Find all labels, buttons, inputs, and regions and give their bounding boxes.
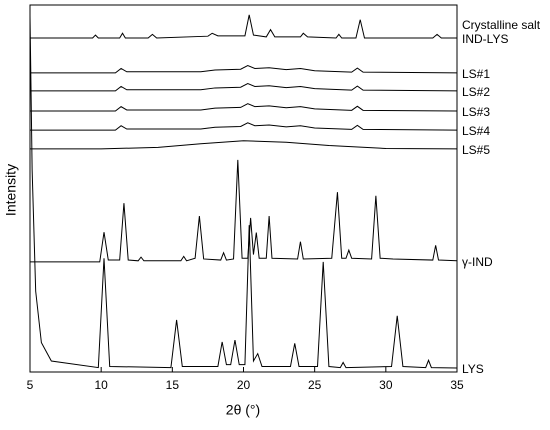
xrd-pattern (30, 122, 458, 131)
x-tick-label: 25 (308, 378, 322, 392)
x-tick-label: 20 (237, 378, 251, 392)
y-axis-label: Intensity (3, 164, 19, 216)
plot-frame (29, 4, 458, 373)
legend-entry: LYS (462, 361, 484, 376)
legend-entry: LS#2 (462, 84, 491, 99)
x-tick-label: 30 (379, 378, 393, 392)
legend-entry: Crystalline salt IND-LYS (462, 18, 541, 47)
xrd-pattern (30, 140, 458, 150)
x-tick-label: 15 (166, 378, 180, 392)
xrd-pattern (30, 14, 457, 39)
x-tick-label: 5 (27, 378, 34, 392)
legend-entry: γ-IND (462, 254, 493, 269)
xrd-pattern (30, 159, 458, 263)
x-axis-label: 2θ (°) (226, 402, 260, 418)
legend-entry: LS#1 (462, 66, 491, 81)
legend-entry: LS#3 (462, 105, 491, 120)
xrd-pattern (29, 16, 458, 369)
legend-entry: LS#5 (462, 142, 491, 157)
x-tick-label: 10 (94, 378, 108, 392)
xrd-pattern (30, 65, 458, 74)
xrd-pattern (30, 82, 458, 92)
xrd-pattern (30, 103, 458, 112)
legend-entry: LS#4 (462, 124, 491, 139)
x-tick-label: 35 (450, 378, 464, 392)
